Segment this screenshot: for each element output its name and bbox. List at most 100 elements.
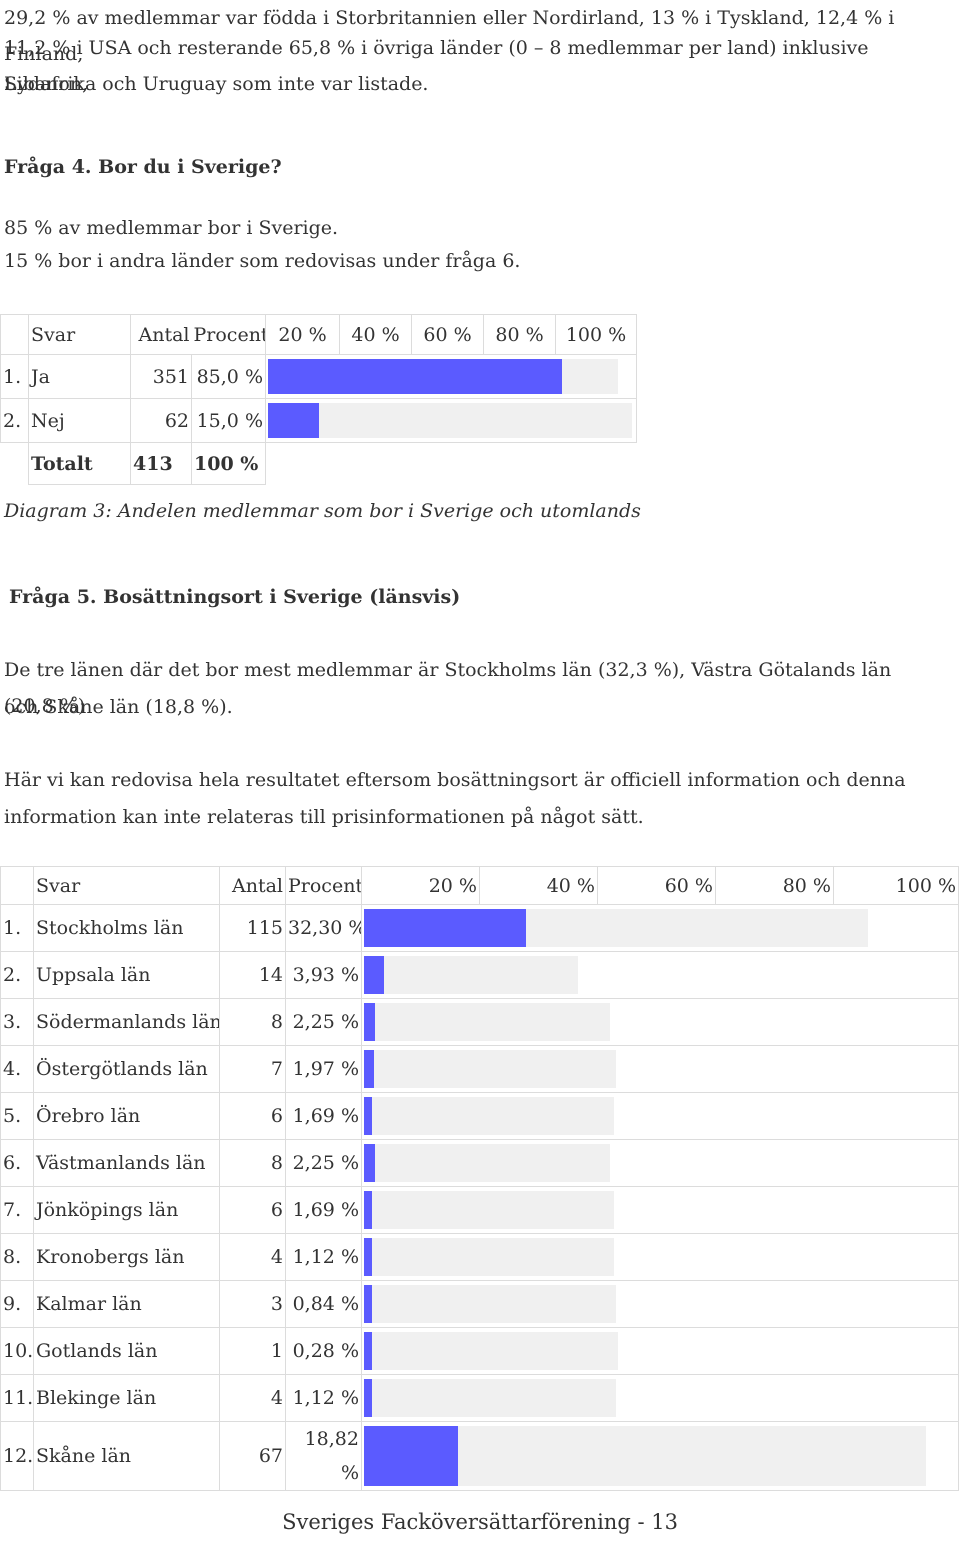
bar-track bbox=[364, 1332, 618, 1370]
q4-results-table: Svar Antal Procent 20 % 40 % 60 % 80 % 1… bbox=[0, 314, 637, 485]
col-procent: Procent bbox=[285, 866, 362, 905]
tick-100: 100 % bbox=[555, 314, 637, 355]
row-antal: 115 bbox=[219, 904, 286, 952]
bar-fill bbox=[364, 1050, 374, 1088]
row-number: 11. bbox=[0, 1374, 34, 1422]
row-bar-cell bbox=[265, 398, 637, 443]
row-number: 7. bbox=[0, 1186, 34, 1234]
row-procent: 1,12 % bbox=[285, 1233, 362, 1281]
row-antal: 4 bbox=[219, 1374, 286, 1422]
row-number: 9. bbox=[0, 1280, 34, 1328]
row-procent: 0,28 % bbox=[285, 1327, 362, 1375]
q5-paragraph-2a: Här vi kan redovisa hela resultatet efte… bbox=[4, 769, 906, 791]
row-label: Östergötlands län bbox=[33, 1045, 220, 1093]
total-row: Totalt 413 100 % bbox=[1, 442, 637, 485]
bar-fill bbox=[364, 956, 384, 994]
q4-header-row: Svar Antal Procent 20 % 40 % 60 % 80 % 1… bbox=[0, 314, 637, 355]
row-number: 8. bbox=[0, 1233, 34, 1281]
intro-line-2: 11,2 % i USA och resterande 65,8 % i övr… bbox=[4, 37, 869, 95]
row-antal: 62 bbox=[130, 398, 192, 443]
bar-fill bbox=[268, 359, 562, 394]
row-number: 1. bbox=[0, 354, 29, 399]
q5-results-table: Svar Antal Procent 20 % 40 % 60 % 80 % 1… bbox=[0, 866, 959, 1491]
bar-track bbox=[364, 909, 868, 947]
tick-20: 20 % bbox=[265, 314, 340, 355]
row-bar-cell bbox=[361, 1045, 959, 1093]
row-label: Jönköpings län bbox=[33, 1186, 220, 1234]
row-bar-cell bbox=[361, 1092, 959, 1140]
tick-40: 40 % bbox=[479, 866, 598, 905]
col-procent: Procent bbox=[191, 314, 266, 355]
bar-track bbox=[364, 1238, 614, 1276]
row-bar-cell bbox=[361, 1327, 959, 1375]
bar-fill bbox=[364, 1238, 372, 1276]
row-antal: 6 bbox=[219, 1092, 286, 1140]
table-row: 2. Nej 62 15,0 % bbox=[0, 398, 637, 443]
table-row: 1. Stockholms län 115 32,30 % bbox=[0, 904, 959, 952]
row-procent: 1,69 % bbox=[285, 1092, 362, 1140]
total-antal: 413 bbox=[130, 442, 192, 485]
bar-track bbox=[364, 1050, 616, 1088]
q5-paragraph-2b: information kan inte relateras till pris… bbox=[4, 806, 644, 828]
row-bar-cell bbox=[361, 1421, 959, 1491]
row-antal: 8 bbox=[219, 998, 286, 1046]
row-label: Kronobergs län bbox=[33, 1233, 220, 1281]
q4-paragraph-1: 85 % av medlemmar bor i Sverige. bbox=[4, 217, 339, 239]
row-bar-cell bbox=[361, 1139, 959, 1187]
bar-fill bbox=[364, 1097, 372, 1135]
row-label: Västmanlands län bbox=[33, 1139, 220, 1187]
bar-track bbox=[364, 1144, 610, 1182]
q5-paragraph-1b: och Skåne län (18,8 %). bbox=[4, 696, 233, 718]
total-procent: 100 % bbox=[191, 442, 266, 485]
col-svar: Svar bbox=[28, 314, 131, 355]
col-antal: Antal bbox=[219, 866, 286, 905]
table-row: 6. Västmanlands län 8 2,25 % bbox=[0, 1139, 959, 1187]
table-row: 7. Jönköpings län 6 1,69 % bbox=[0, 1186, 959, 1234]
bar-track bbox=[364, 956, 578, 994]
row-antal: 7 bbox=[219, 1045, 286, 1093]
row-label: Ja bbox=[28, 354, 131, 399]
q4-caption: Diagram 3: Andelen medlemmar som bor i S… bbox=[4, 500, 641, 522]
bar-track bbox=[268, 403, 632, 438]
row-antal: 14 bbox=[219, 951, 286, 999]
tick-20: 20 % bbox=[361, 866, 480, 905]
row-bar-cell bbox=[361, 998, 959, 1046]
bar-fill bbox=[364, 1191, 372, 1229]
table-row: 12. Skåne län 67 18,82 % bbox=[0, 1421, 959, 1491]
row-procent: 1,97 % bbox=[285, 1045, 362, 1093]
row-procent: 18,82 % bbox=[285, 1421, 362, 1491]
row-bar-cell bbox=[265, 354, 637, 399]
table-row: 9. Kalmar län 3 0,84 % bbox=[0, 1280, 959, 1328]
bar-fill bbox=[364, 1426, 458, 1486]
q4-heading: Fråga 4. Bor du i Sverige? bbox=[4, 156, 282, 178]
row-antal: 351 bbox=[130, 354, 192, 399]
q5-header-row: Svar Antal Procent 20 % 40 % 60 % 80 % 1… bbox=[0, 866, 959, 905]
row-number: 10. bbox=[0, 1327, 34, 1375]
table-row: 8. Kronobergs län 4 1,12 % bbox=[0, 1233, 959, 1281]
row-procent: 15,0 % bbox=[191, 398, 266, 443]
row-label: Nej bbox=[28, 398, 131, 443]
row-procent: 0,84 % bbox=[285, 1280, 362, 1328]
bar-fill bbox=[364, 1332, 372, 1370]
row-label: Uppsala län bbox=[33, 951, 220, 999]
table-row: 2. Uppsala län 14 3,93 % bbox=[0, 951, 959, 999]
row-label: Örebro län bbox=[33, 1092, 220, 1140]
row-number: 3. bbox=[0, 998, 34, 1046]
bar-track bbox=[364, 1426, 926, 1486]
col-antal: Antal bbox=[130, 314, 192, 355]
bar-fill bbox=[364, 1379, 372, 1417]
row-bar-cell bbox=[361, 1233, 959, 1281]
total-label: Totalt bbox=[28, 442, 131, 485]
page-footer: Sveriges Facköversättarförening - 13 bbox=[282, 1510, 678, 1534]
tick-80: 80 % bbox=[483, 314, 556, 355]
row-number: 2. bbox=[0, 398, 29, 443]
row-procent: 3,93 % bbox=[285, 951, 362, 999]
row-label: Södermanlands län bbox=[33, 998, 220, 1046]
row-procent: 1,69 % bbox=[285, 1186, 362, 1234]
table-row: 4. Östergötlands län 7 1,97 % bbox=[0, 1045, 959, 1093]
q5-paragraph-1a: De tre länen där det bor mest medlemmar … bbox=[4, 659, 892, 717]
row-antal: 67 bbox=[219, 1421, 286, 1491]
q4-paragraph-2: 15 % bor i andra länder som redovisas un… bbox=[4, 250, 521, 272]
row-antal: 8 bbox=[219, 1139, 286, 1187]
tick-100: 100 % bbox=[833, 866, 959, 905]
